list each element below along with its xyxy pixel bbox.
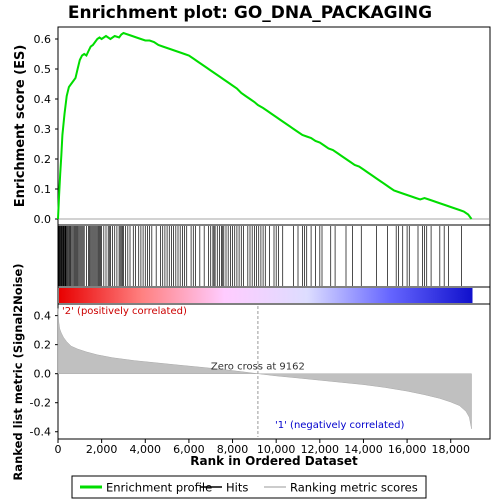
metric-y-tick-label: 0.0 — [34, 368, 52, 381]
x-tick-label: 4,000 — [130, 443, 162, 456]
metric-y-axis: -0.4 -0.2 0.0 0.2 0.4 — [30, 310, 58, 439]
metric-y-tick-label: 0.2 — [34, 339, 52, 352]
x-tick-label: 8,000 — [217, 443, 249, 456]
x-tick-label: 16,000 — [388, 443, 427, 456]
es-panel-frame — [57, 26, 491, 226]
zero-cross-label: Zero cross at 9162 — [211, 362, 305, 373]
es-y-tick-label: 0.5 — [34, 63, 52, 76]
metric-y-axis-label: Ranked list metric (Signal2Noise) — [11, 263, 25, 480]
es-y-tick-label: 0.3 — [34, 123, 52, 136]
es-series-line — [57, 31, 473, 220]
ranking-metric-area — [57, 308, 472, 429]
positive-correlation-label: '2' (positively correlated) — [62, 306, 187, 317]
x-tick-label: 2,000 — [86, 443, 118, 456]
legend-label: Ranking metric scores — [290, 481, 418, 495]
es-y-tick-label: 0.4 — [34, 93, 52, 106]
x-tick-label: 6,000 — [173, 443, 205, 456]
ranked-metric-heat-strip — [59, 288, 473, 303]
metric-y-tick-label: 0.4 — [34, 310, 52, 323]
es-y-tick-label: 0.1 — [34, 183, 52, 196]
es-y-axis: 0.0 0.1 0.2 0.3 0.4 0.5 0.6 — [34, 33, 490, 226]
es-y-tick-label: 0.0 — [34, 213, 52, 226]
chart-title: Enrichment plot: GO_DNA_PACKAGING — [68, 3, 432, 23]
x-tick-label: 12,000 — [301, 443, 340, 456]
negative-correlation-label: '1' (negatively correlated) — [275, 420, 404, 431]
x-tick-label: 0 — [55, 443, 62, 456]
legend: Enrichment profile Hits Ranking metric sco… — [80, 481, 418, 495]
x-tick-label: 14,000 — [344, 443, 383, 456]
legend-label: Enrichment profile — [106, 481, 212, 495]
es-y-tick-label: 0.6 — [34, 33, 52, 46]
es-y-tick-label: 0.2 — [34, 153, 52, 166]
rank-x-axis: 0 2,000 4,000 6,000 8,000 10,000 12,000 14,000 1… — [55, 439, 470, 456]
legend-box — [71, 475, 427, 499]
metric-y-tick-label: -0.4 — [30, 426, 51, 439]
legend-label: Hits — [226, 481, 248, 495]
metric-y-tick-label: -0.2 — [30, 397, 51, 410]
x-axis-label: Rank in Ordered Dataset — [190, 454, 358, 468]
es-y-axis-label: Enrichment score (ES) — [13, 45, 28, 208]
x-tick-label: 18,000 — [431, 443, 470, 456]
hits-marks — [58, 226, 462, 286]
x-tick-label: 10,000 — [257, 443, 296, 456]
